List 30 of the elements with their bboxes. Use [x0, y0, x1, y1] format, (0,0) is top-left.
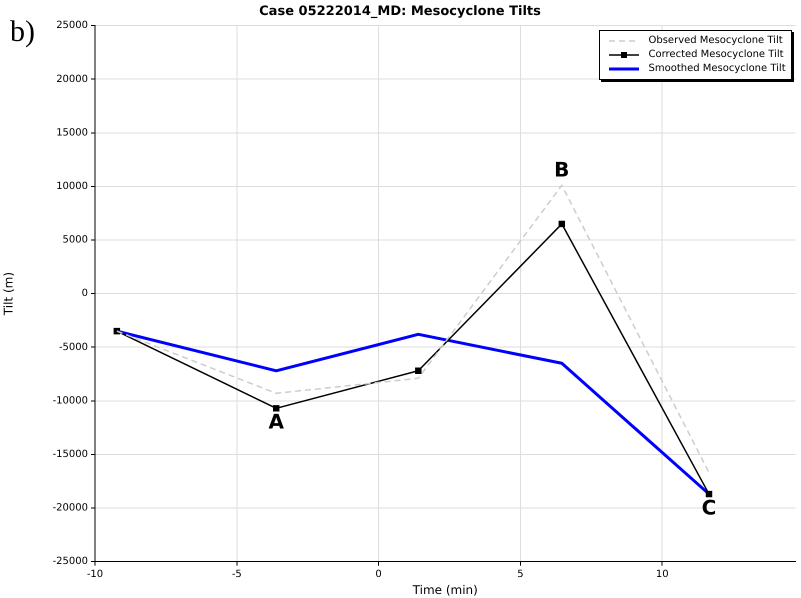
text: b) — [10, 14, 35, 48]
annotation: B — [554, 158, 570, 182]
chart-title: Case 05222014_MD: Mesocyclone Tilts — [259, 4, 542, 20]
y-tick-label: -10000 — [52, 395, 88, 406]
y-tick-label: -25000 — [52, 556, 88, 568]
y-tick-label: -15000 — [52, 448, 88, 460]
x-tick-label: 10 — [656, 569, 669, 580]
point — [558, 220, 566, 228]
y-axis-title: Tilt (m) — [1, 272, 16, 316]
point — [706, 490, 712, 498]
x-tick-label: -5 — [232, 569, 242, 580]
y-tick-label: 0 — [82, 288, 88, 300]
legend-label: Observed Mesocyclone Tilt — [648, 34, 783, 48]
y-tick-label: 10000 — [56, 180, 88, 192]
point — [273, 405, 280, 412]
y-tick-label: 20000 — [56, 74, 88, 85]
x-tick-label: -10 — [86, 569, 104, 580]
annotation: A — [268, 410, 284, 434]
legend-label: Smoothed Mesocyclone Tilt — [648, 62, 786, 76]
y-tick-label: 5000 — [62, 234, 88, 246]
point — [415, 368, 422, 374]
x-tick-label: 5 — [517, 569, 524, 580]
x-axis-title: Time (min) — [412, 582, 478, 597]
y-tick-label: -5000 — [58, 342, 88, 353]
x-tick-label: 0 — [375, 569, 382, 580]
legend-label: Corrected Mesocyclone Tilt — [648, 48, 784, 62]
y-tick-label: -20000 — [52, 502, 88, 514]
y-tick-label: 25000 — [56, 20, 88, 32]
annotation: C — [702, 495, 716, 520]
y-tick-label: 15000 — [56, 127, 88, 138]
